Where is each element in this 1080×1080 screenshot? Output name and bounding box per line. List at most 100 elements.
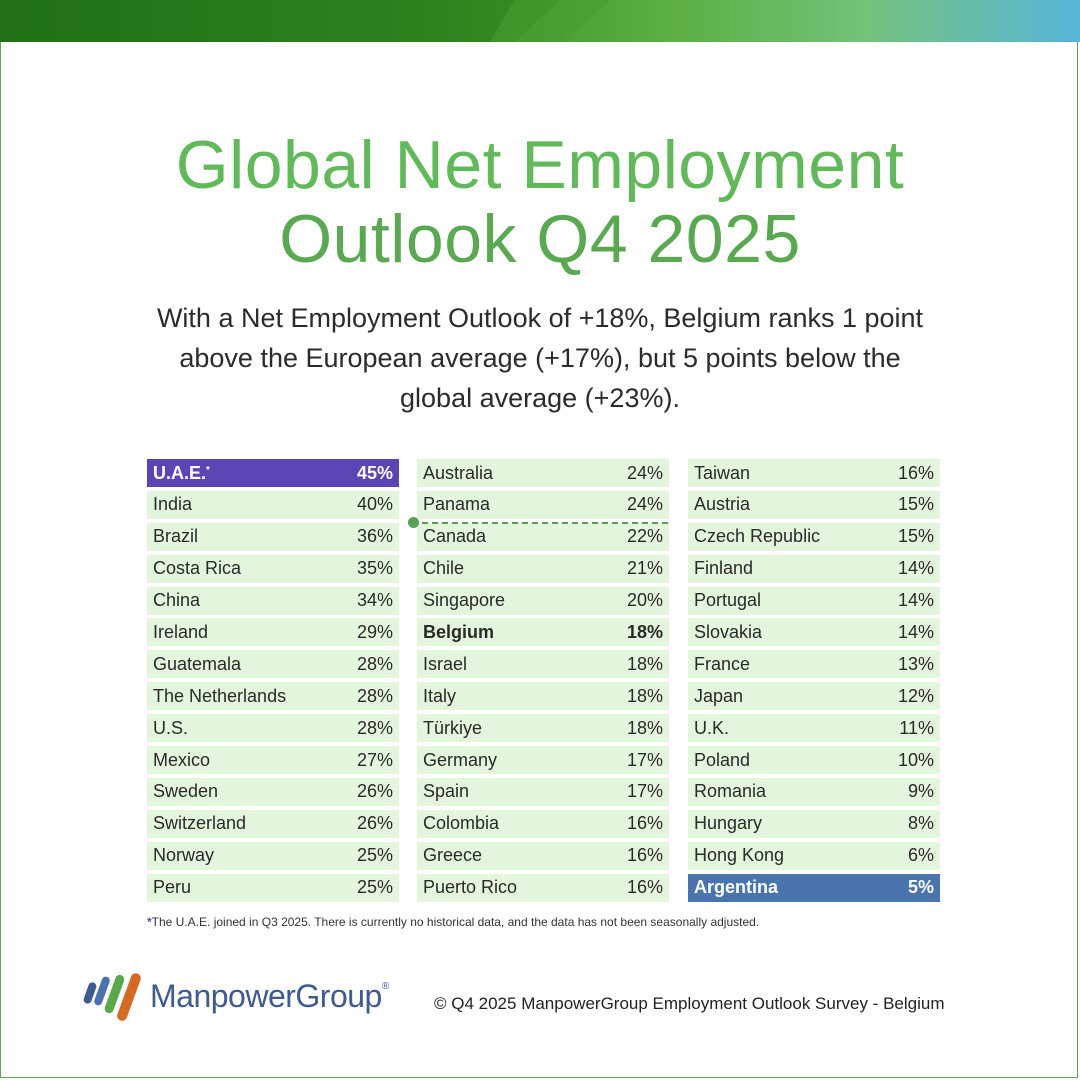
country-cell: Spain [423,781,469,802]
table-row: Czech Republic 15% [688,522,940,551]
country-cell: Taiwan [694,463,750,484]
outlook-value: 18% [626,621,663,642]
country-cell: Portugal [694,590,761,611]
table-row: Portugal 14% [688,586,940,615]
table-row: Romania 9% [688,777,940,806]
table-row: Hong Kong 6% [688,841,940,870]
country-name: Japan [694,685,744,706]
outlook-value: 40% [356,494,393,515]
outlook-value: 15% [897,494,934,515]
country-name: U.K. [694,717,730,738]
table-row: Switzerland 26% [147,809,399,838]
country-cell: Colombia [423,813,499,834]
country-name: Taiwan [694,462,751,483]
table-row: Brazil 36% [147,522,399,551]
country-name: Slovakia [694,621,763,642]
country-cell: China [153,590,200,611]
table-row: Singapore 20% [417,586,669,615]
outlook-value: 9% [907,781,934,802]
title-line-2: Outlook Q4 2025 [279,201,801,277]
table-row: Puerto Rico 16% [417,873,669,902]
country-cell: Sweden [153,781,218,802]
ranking-column-2: Australia 24% Panama 24% Canada 22% Chile 21% Si… [417,459,669,905]
global-average-dashed-line [412,522,668,524]
country-name: Chile [423,558,465,579]
country-cell: The Netherlands [153,686,286,707]
table-row: Belgium 18% [417,618,669,647]
country-name: Singapore [423,590,506,611]
outlook-value: 28% [356,685,393,706]
country-cell: Germany [423,750,497,771]
country-cell: Belgium [423,622,494,643]
table-row: China 34% [147,586,399,615]
country-cell: U.A.E.* [153,463,210,484]
outlook-value: 10% [897,749,934,770]
country-name: Spain [423,781,470,802]
outlook-value: 14% [897,590,934,611]
table-row: Spain 17% [417,777,669,806]
table-row: Canada 22% [417,522,669,551]
country-name: Belgium [423,621,495,642]
ranking-column-3: Taiwan 16% Austria 15% Czech Republic 15% Finl… [688,459,940,905]
table-row: India 40% [147,490,399,519]
country-name: India [153,494,193,515]
table-row: Chile 21% [417,554,669,583]
country-cell: Türkiye [423,718,482,739]
country-cell: Argentina [694,877,778,898]
header-gradient-bar [0,0,1080,42]
country-cell: Ireland [153,622,208,643]
country-cell: Chile [423,558,464,579]
table-row: Slovakia 14% [688,618,940,647]
table-row: Costa Rica 35% [147,554,399,583]
manpowergroup-logo-icon [83,973,141,1021]
country-cell: Slovakia [694,622,762,643]
outlook-value: 18% [626,717,663,738]
ranking-table: U.A.E.* 45% India 40% Brazil 36% Costa Rica 35%… [147,459,941,905]
outlook-value: 34% [356,590,393,611]
country-name: Guatemala [153,653,242,674]
outlook-value: 17% [626,749,663,770]
logo-wordmark: ManpowerGroup® [150,978,389,1015]
country-cell: Canada [423,526,486,547]
outlook-value: 13% [897,653,934,674]
outlook-value: 35% [356,558,393,579]
table-row: Israel 18% [417,650,669,679]
outlook-value: 24% [626,494,663,515]
country-name: Portugal [694,590,762,611]
country-name: Canada [423,526,487,547]
table-row: Finland 14% [688,554,940,583]
country-cell: Guatemala [153,654,241,675]
logo-registered-mark: ® [381,981,389,992]
table-row: Taiwan 16% [688,459,940,487]
country-cell: Hungary [694,813,762,834]
table-row: U.S. 28% [147,714,399,743]
country-name: Brazil [153,526,199,547]
country-cell: Poland [694,750,750,771]
outlook-value: 25% [356,845,393,866]
outlook-value: 26% [356,781,393,802]
country-cell: Israel [423,654,467,675]
table-row: Austria 15% [688,490,940,519]
country-name: Italy [423,685,457,706]
country-cell: Puerto Rico [423,877,517,898]
country-cell: Romania [694,781,766,802]
country-name: Hungary [694,813,763,834]
logo-name: ManpowerGroup [150,978,382,1014]
outlook-value: 18% [626,653,663,674]
table-row: Japan 12% [688,682,940,711]
country-name: Germany [423,749,498,770]
outlook-value: 26% [356,813,393,834]
footnote-star: * [147,915,152,929]
country-name: Türkiye [423,717,483,738]
outlook-value: 5% [907,877,934,898]
country-name: Panama [423,494,491,515]
outlook-value: 15% [897,526,934,547]
outlook-value: 6% [907,845,934,866]
country-name: Norway [153,845,215,866]
country-name: U.S. [153,717,189,738]
outlook-value: 12% [897,685,934,706]
table-row: Mexico 27% [147,746,399,775]
country-name: Mexico [153,749,211,770]
country-cell: U.K. [694,718,729,739]
country-name: Greece [423,845,483,866]
